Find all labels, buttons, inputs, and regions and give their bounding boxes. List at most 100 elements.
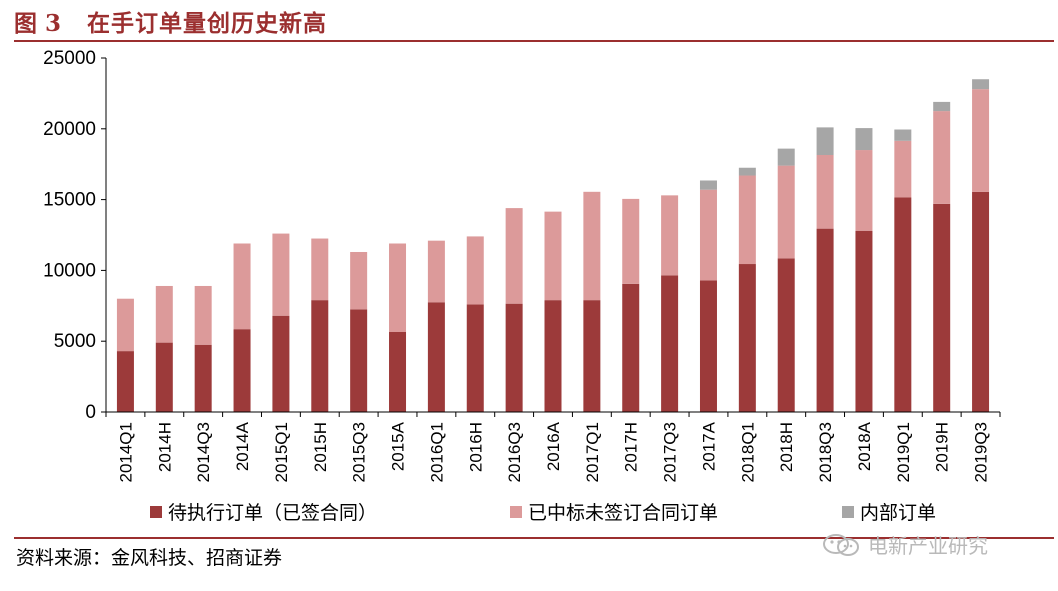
bar-segment-pending (155, 342, 173, 412)
x-tick-label: 2017Q1 (583, 422, 602, 483)
x-tick-label: 2014Q3 (194, 422, 213, 483)
bar-segment-internal (699, 180, 717, 190)
header-divider (14, 40, 1054, 42)
wechat-icon (823, 533, 859, 556)
legend-label: 内部订单 (860, 502, 936, 524)
legend-label: 待执行订单（已签合同） (168, 502, 377, 524)
bar-segment-won-unsigned (350, 251, 368, 310)
bar-segment-pending (194, 344, 212, 412)
bar-segment-pending (427, 302, 445, 412)
x-tick-label: 2017Q3 (661, 422, 680, 483)
bar-segment-won-unsigned (155, 285, 173, 343)
footer-divider (14, 537, 1054, 539)
bar-segment-won-unsigned (738, 175, 756, 265)
bar-segment-pending (233, 329, 251, 412)
bar-segment-pending (389, 331, 407, 412)
bar-segment-pending (699, 280, 717, 412)
x-tick-label: 2014A (233, 421, 252, 471)
x-axis: 2014Q1 2014H 2014Q3 2014A 2015Q1 2015H 2015Q3 2… (105, 411, 1001, 483)
bar-segment-internal (972, 79, 990, 90)
x-tick-label: 2019Q1 (894, 422, 913, 483)
x-tick-label: 2015A (389, 421, 408, 471)
bar-segment-won-unsigned (622, 198, 640, 284)
bar-segment-won-unsigned (699, 189, 717, 281)
bar-segment-pending (350, 309, 368, 412)
bar-segment-won-unsigned (116, 298, 134, 352)
bar-segment-won-unsigned (427, 240, 445, 303)
bar-segment-pending (116, 351, 134, 412)
bar-segment-pending (894, 197, 912, 412)
x-tick-label: 2016Q1 (427, 422, 446, 483)
legend-swatch-pending (150, 506, 162, 518)
bar-segment-pending (583, 300, 601, 412)
x-tick-label: 2019H (933, 422, 952, 472)
bars-group (116, 79, 990, 412)
bar-segment-pending (661, 275, 679, 412)
x-tick-label: 2015H (311, 422, 330, 472)
x-tick-label: 2016Q3 (505, 422, 524, 483)
bar-segment-won-unsigned (894, 140, 912, 198)
legend-swatch-internal (842, 506, 854, 518)
bar-segment-internal (894, 129, 912, 141)
bar-segment-internal (816, 127, 834, 155)
watermark-text: 电新产业研究 (868, 534, 988, 558)
bar-segment-won-unsigned (466, 236, 484, 305)
x-tick-label: 2016H (466, 422, 485, 472)
bar-segment-pending (972, 191, 990, 412)
legend-swatch-won-unsigned (510, 506, 522, 518)
bar-segment-won-unsigned (311, 238, 329, 301)
bar-segment-won-unsigned (505, 208, 523, 304)
bar-segment-pending (933, 203, 951, 412)
x-tick-label: 2017H (622, 422, 641, 472)
x-tick-label: 2015Q1 (272, 422, 291, 483)
bar-segment-pending (816, 228, 834, 412)
y-tick-label: 0 (85, 402, 96, 423)
bar-segment-won-unsigned (933, 111, 951, 204)
bar-segment-internal (738, 167, 756, 176)
bar-segment-internal (933, 101, 951, 112)
bar-segment-won-unsigned (389, 243, 407, 332)
bar-segment-pending (272, 315, 290, 412)
bar-segment-pending (855, 230, 873, 412)
bar-segment-pending (311, 300, 329, 412)
bar-segment-won-unsigned (583, 191, 601, 301)
bar-segment-internal (777, 148, 795, 166)
figure-header: 图 3 在手订单量创历史新高 (14, 4, 327, 38)
y-tick-label: 25000 (43, 48, 96, 69)
watermark: 电新产业研究 (822, 530, 988, 559)
bar-segment-won-unsigned (661, 195, 679, 276)
x-tick-label: 2018A (855, 421, 874, 471)
bar-segment-won-unsigned (272, 233, 290, 316)
bar-segment-won-unsigned (777, 165, 795, 259)
x-tick-label: 2018H (777, 422, 796, 472)
bar-segment-pending (466, 304, 484, 412)
x-tick-label: 2015Q3 (350, 422, 369, 483)
bar-segment-pending (738, 264, 756, 412)
x-tick-label: 2014H (155, 422, 174, 472)
x-tick-label: 2014Q1 (116, 422, 135, 483)
y-axis: 0 5000 10000 15000 20000 25000 (43, 48, 107, 423)
x-tick-label: 2018Q1 (738, 422, 757, 483)
legend-label: 已中标未签订合同订单 (528, 502, 718, 524)
x-tick-label: 2018Q3 (816, 422, 835, 483)
bar-segment-won-unsigned (544, 211, 562, 301)
source-note: 资料来源：金风科技、招商证券 (16, 547, 283, 569)
bar-segment-won-unsigned (233, 243, 251, 330)
y-tick-label: 20000 (43, 119, 96, 140)
bar-segment-won-unsigned (194, 285, 212, 345)
bar-segment-pending (505, 303, 523, 412)
x-tick-label: 2019Q3 (972, 422, 991, 483)
bar-segment-pending (622, 283, 640, 412)
y-tick-label: 5000 (54, 331, 96, 352)
bar-segment-won-unsigned (816, 154, 834, 229)
bar-segment-pending (544, 300, 562, 412)
legend: 待执行订单（已签合同） 已中标未签订合同订单 内部订单 (150, 502, 936, 524)
bar-segment-pending (777, 258, 795, 412)
y-tick-label: 15000 (43, 190, 96, 211)
figure-number: 图 3 (14, 10, 62, 37)
chart-title: 在手订单量创历史新高 (87, 10, 328, 37)
x-tick-label: 2017A (699, 421, 718, 471)
x-tick-label: 2016A (544, 421, 563, 471)
bar-segment-won-unsigned (855, 150, 873, 231)
